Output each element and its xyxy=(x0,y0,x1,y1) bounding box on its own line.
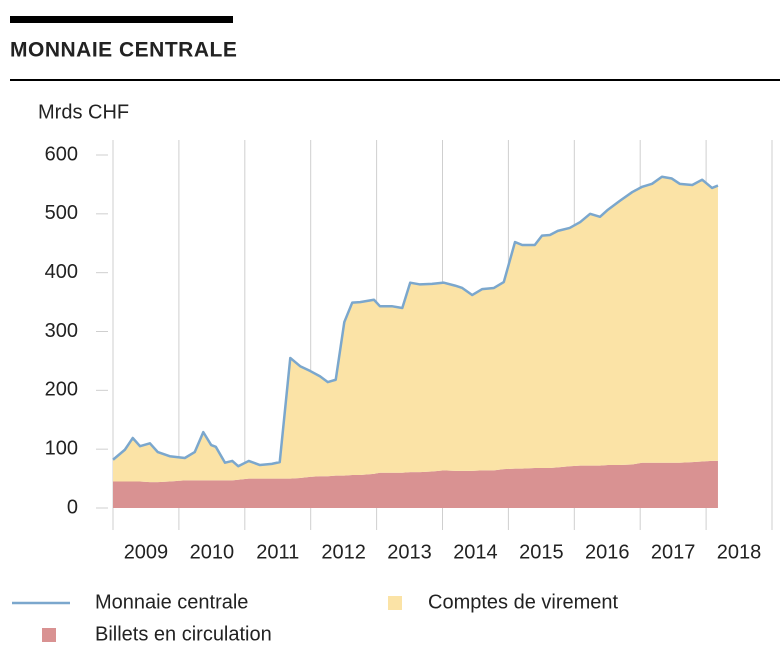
legend: Billets en circulation Comptes de viremen… xyxy=(12,591,619,645)
lines xyxy=(112,175,719,468)
x-tick-label: 2016 xyxy=(585,541,630,563)
legend-swatch xyxy=(388,596,402,610)
legend-label: Comptes de virement xyxy=(428,591,619,613)
x-tick-label: 2012 xyxy=(321,541,366,563)
chart-title: MONNAIE CENTRALE xyxy=(10,39,237,62)
y-tick-label: 0 xyxy=(67,496,78,518)
y-tick-label: 400 xyxy=(45,261,78,283)
y-tick-label: 600 xyxy=(45,143,78,165)
x-tick-label: 2018 xyxy=(717,541,762,563)
title-bar xyxy=(10,16,233,23)
x-tick-label: 2015 xyxy=(519,541,564,563)
legend-label: Billets en circulation xyxy=(95,623,272,645)
y-tick-label: 300 xyxy=(45,320,78,342)
area xyxy=(113,176,718,483)
y-tick-label: 200 xyxy=(45,379,78,401)
y-tick-label: 500 xyxy=(45,202,78,224)
x-tick-label: 2011 xyxy=(256,541,299,563)
title-rule xyxy=(10,79,780,81)
labels: 2009 2010 2011 2012 2013 2014 2015 2016 2017 2018… xyxy=(45,143,762,563)
areas xyxy=(113,176,718,508)
x-tick-label: 2009 xyxy=(124,541,169,563)
area xyxy=(113,460,718,508)
x-tick-label: 2017 xyxy=(651,541,696,563)
legend-swatch xyxy=(42,628,56,642)
y-tick-label: 100 xyxy=(45,437,78,459)
x-tick-label: 2010 xyxy=(190,541,235,563)
legend-label: Monnaie centrale xyxy=(95,591,248,613)
x-tick-label: 2014 xyxy=(453,541,498,563)
y-axis-label: Mrds CHF xyxy=(38,101,129,123)
x-tick-label: 2013 xyxy=(387,541,432,563)
line xyxy=(112,175,719,468)
